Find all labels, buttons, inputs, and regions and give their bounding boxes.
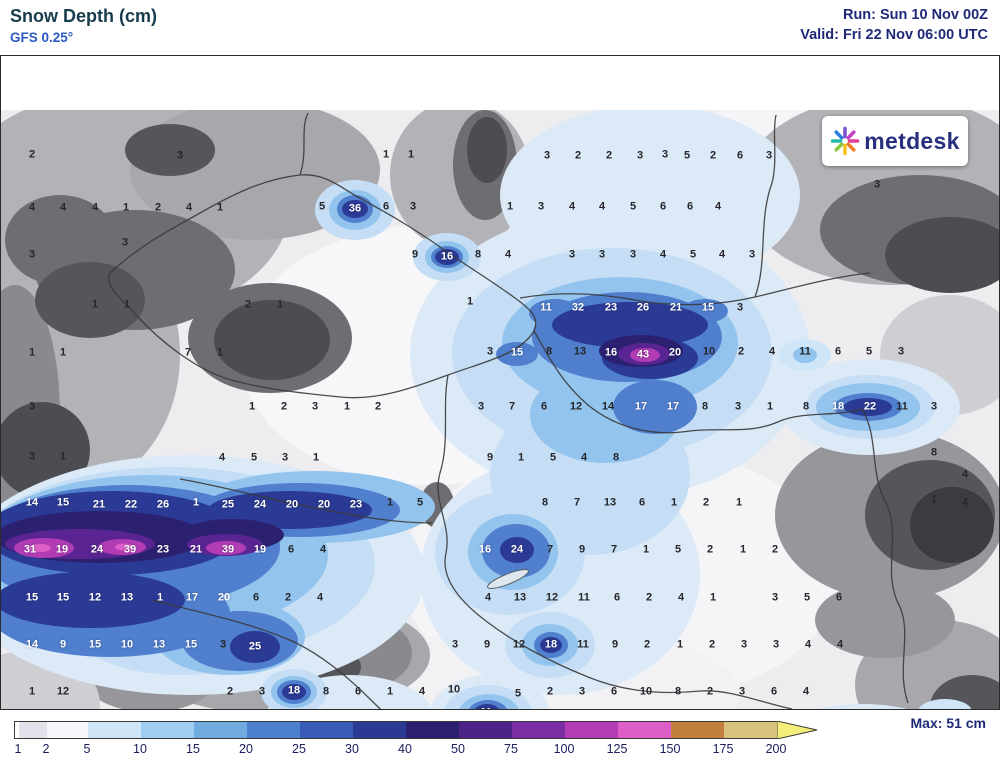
legend-tick-label: 15 — [186, 742, 200, 756]
legend-segment — [247, 722, 300, 738]
legend-segment — [300, 722, 353, 738]
run-time-label: Run: Sun 10 Nov 00Z — [842, 7, 988, 23]
metdesk-star-icon — [831, 126, 860, 156]
legend-tick-label: 10 — [133, 742, 147, 756]
legend-tick-label: 50 — [451, 742, 465, 756]
legend-segment — [406, 722, 459, 738]
legend-tick-label: 2 — [42, 742, 50, 756]
legend-segment — [141, 722, 194, 738]
legend-tick-label: 100 — [553, 742, 575, 756]
logo-text: metdesk — [864, 127, 960, 154]
legend-segment — [15, 722, 19, 738]
map: 2 3 1 1 3 2 2 3 3 5 2 6 3 3 4 4 4 1 2 4 1 5 36 6 3 1 3 4 4 5 6 6 4 3 3 9 16 8… — [0, 55, 1000, 765]
legend-tick-label: 125 — [606, 742, 628, 756]
max-value-label: Max: 51 cm — [910, 715, 986, 731]
legend-segment — [88, 722, 141, 738]
legend-tick-label: 1 — [14, 742, 22, 756]
legend-tick-label: 30 — [345, 742, 359, 756]
legend-segment — [194, 722, 247, 738]
legend-tick-label: 150 — [659, 742, 681, 756]
valid-time-label: Valid: Fri 22 Nov 06:00 UTC — [800, 27, 988, 43]
page-title: Snow Depth (cm) — [10, 6, 157, 26]
legend-segment — [47, 722, 88, 738]
legend-segment — [19, 722, 47, 738]
header: Snow Depth (cm) GFS 0.25° Run: Sun 10 No… — [0, 0, 1000, 55]
legend-tick-label: 25 — [292, 742, 306, 756]
legend-tick-label: 175 — [712, 742, 734, 756]
legend-colorbar — [14, 721, 778, 739]
model-label: GFS 0.25° — [10, 30, 74, 45]
legend-segment — [618, 722, 671, 738]
legend-tick-label: 5 — [83, 742, 91, 756]
legend-tick-label: 20 — [239, 742, 253, 756]
legend-segment — [724, 722, 777, 738]
legend-segment — [353, 722, 406, 738]
legend-segment — [459, 722, 512, 738]
legend-ticks: 1 2 5 10 15 20 25 30 40 50 75 100 125 150 175 200 — [0, 710, 1000, 768]
metdesk-logo: metdesk — [822, 116, 968, 166]
legend: 1 2 5 10 15 20 25 30 40 50 75 100 125 150 175 200 Max: … — [0, 710, 1000, 768]
legend-segment — [671, 722, 724, 738]
legend-tick-label: 75 — [504, 742, 518, 756]
legend-tick-label: 200 — [765, 742, 787, 756]
legend-arrow-icon — [777, 721, 818, 739]
legend-segment — [512, 722, 565, 738]
legend-segment — [565, 722, 618, 738]
legend-tick-label: 40 — [398, 742, 412, 756]
